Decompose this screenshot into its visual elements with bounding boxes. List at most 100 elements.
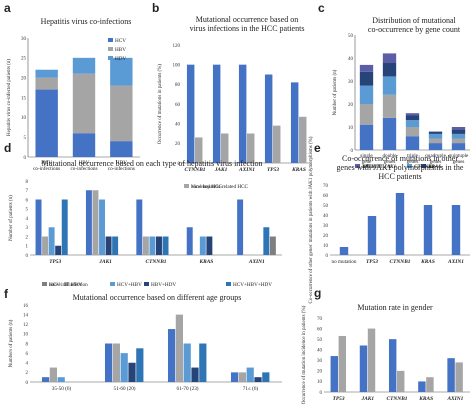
y-tick-label: 20	[317, 370, 323, 375]
bar	[254, 377, 262, 382]
y-tick-label: 25	[21, 57, 27, 62]
legend-swatch	[407, 164, 412, 168]
y-tick-label: 0	[326, 254, 329, 259]
bar	[426, 377, 434, 392]
y-tick-label: 6	[26, 352, 29, 357]
chart-title: Mutation rate in gender	[357, 303, 433, 312]
stacked-bar-segment	[451, 133, 466, 139]
y-tick-label: 7	[26, 189, 29, 194]
stacked-bar-segment	[359, 85, 374, 104]
x-tick-label: triple	[407, 153, 419, 159]
bar	[367, 328, 376, 392]
bar	[162, 236, 169, 255]
x-tick-label: KRAS	[291, 167, 306, 173]
chart-title: Mutational occurrence based on	[196, 15, 298, 24]
y-tick-label: 10	[23, 333, 29, 338]
bar	[136, 199, 143, 255]
x-tick-label: 35-50 (6)	[52, 385, 72, 392]
panel-letter: e	[314, 141, 321, 155]
panel-letter: a	[4, 1, 11, 15]
y-tick-label: 10	[348, 126, 354, 131]
x-tick-label: no mutation	[332, 259, 357, 265]
legend-label: Viral hepatitis-related HCC	[191, 184, 249, 190]
bar	[49, 367, 57, 382]
y-tick-label: 0	[351, 149, 354, 154]
y-tick-label: 3	[26, 226, 29, 231]
bar	[269, 236, 276, 255]
stacked-bar-segment	[359, 64, 374, 72]
chart-title: Distribution of mutational	[372, 16, 456, 25]
y-tick-label: 0	[26, 254, 29, 259]
stacked-bar-segment	[110, 85, 133, 142]
legend-swatch	[144, 282, 149, 286]
bar	[338, 335, 347, 392]
bar	[238, 64, 247, 163]
x-tick-label: genes	[407, 159, 419, 165]
chart-title: Mutational occurrence based on each type…	[41, 159, 262, 168]
x-tick-label: AXIN1	[238, 167, 255, 173]
bar	[48, 227, 55, 255]
panel-g: g Mutation rate in gender 0 10 20 30 40 50 60 70 O…	[302, 286, 470, 404]
y-tick-label: 4	[26, 217, 29, 222]
y-tick-label: 4	[26, 362, 29, 367]
panel-e: e Co-occurrence of mutations in othergene…	[309, 136, 470, 303]
y-axis-label: Occurrence of mutations in patients (%)	[158, 64, 163, 144]
legend-label: HCV+HBV	[117, 282, 142, 288]
stacked-bar-segment	[451, 129, 466, 134]
y-tick-label: 100	[173, 63, 181, 68]
y-tick-label: 10	[21, 116, 27, 121]
legend-label: HBV+HDV	[151, 282, 176, 288]
x-tick-label: quadruple	[425, 153, 446, 159]
panel-c: c Distribution of mutationalco-occurrence…	[318, 1, 470, 170]
bar	[35, 199, 42, 255]
y-axis-label: Occurrence of mutation incidence in pati…	[302, 305, 307, 404]
x-tick-label: 51-60 (20)	[113, 385, 135, 392]
panel-letter: d	[4, 141, 11, 155]
legend-swatch	[42, 282, 47, 286]
panel-letter: f	[4, 287, 9, 301]
stacked-bar-segment	[451, 143, 466, 150]
bar	[42, 236, 49, 255]
y-tick-label: 5	[26, 208, 29, 213]
stacked-bar-segment	[428, 131, 443, 134]
x-tick-label: AXIN1	[447, 259, 464, 265]
stacked-bar-segment	[451, 127, 466, 130]
bar	[92, 190, 99, 255]
x-tick-label: TP53	[49, 259, 61, 265]
stacked-bar-segment	[382, 117, 397, 150]
stacked-bar-segment	[35, 77, 58, 90]
x-tick-label: CTNNB1	[146, 259, 167, 265]
bar	[238, 372, 246, 382]
bar	[330, 356, 338, 392]
bar	[247, 133, 255, 163]
bar	[264, 74, 273, 163]
legend-label: HDV	[115, 56, 126, 62]
x-tick-label: JAK1	[98, 259, 112, 265]
x-tick-label: KRAS	[418, 396, 433, 402]
bar	[395, 193, 405, 255]
y-axis-label: Numbers of patients (n)	[9, 319, 14, 367]
stacked-bar-segment	[72, 73, 96, 134]
stacked-bar-segment	[359, 71, 374, 86]
x-tick-label: HDV	[116, 160, 127, 166]
stacked-bar-segment	[405, 127, 420, 137]
bar	[299, 116, 307, 163]
legend-swatch	[108, 56, 113, 60]
bar	[230, 372, 239, 382]
legend-swatch	[108, 38, 113, 42]
x-tick-label: CTNNB1	[387, 396, 408, 402]
legend-swatch	[421, 164, 426, 168]
bar	[191, 367, 199, 382]
bar	[455, 362, 463, 392]
x-tick-label: AXIN1	[446, 396, 463, 402]
stacked-bar-segment	[405, 113, 420, 116]
legend-swatch	[226, 282, 231, 286]
legend-swatch	[110, 282, 115, 286]
chart-title: Mutational occurrence based on different…	[73, 293, 242, 302]
bar	[149, 236, 156, 255]
stacked-bar-segment	[382, 94, 397, 118]
stacked-bar-segment	[72, 57, 96, 74]
bar	[183, 343, 191, 382]
stacked-bar-segment	[382, 53, 397, 63]
y-tick-label: 30	[348, 80, 354, 85]
